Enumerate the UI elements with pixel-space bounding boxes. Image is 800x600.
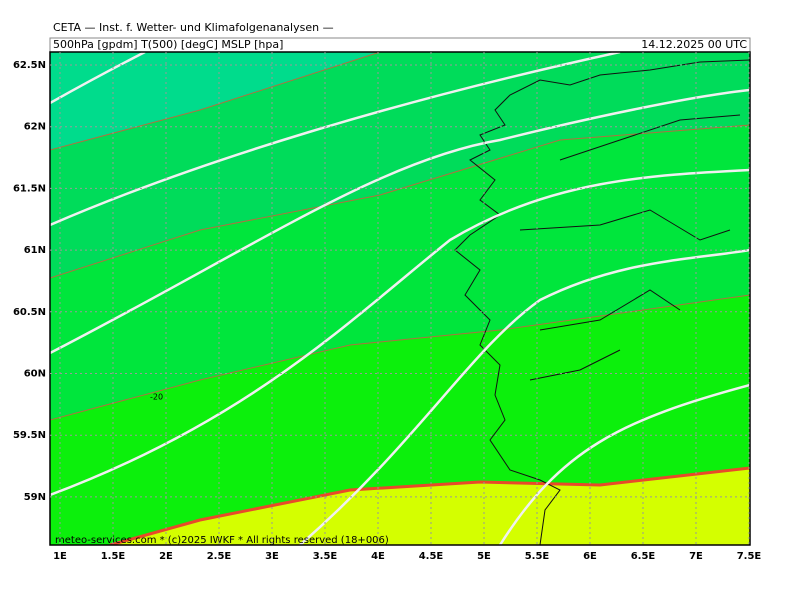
map-area: -20 meteo-services.com * (c)2025 IWKF * … [50, 52, 750, 546]
credit: meteo-services.com * (c)2025 IWKF * All … [55, 535, 389, 546]
contour-label: -20 [150, 393, 163, 402]
lon-tick-label: 6.5E [631, 551, 656, 562]
isotherm-red [109, 466, 750, 545]
lat-tick-label: 61N [24, 245, 46, 256]
lon-tick-label: 5.5E [525, 551, 550, 562]
lon-tick-label: 2.5E [207, 551, 232, 562]
lat-tick-label: 61.5N [13, 183, 46, 194]
lon-tick-label: 7.5E [737, 551, 762, 562]
lon-tick-label: 4E [371, 551, 385, 562]
lon-tick-label: 2E [159, 551, 173, 562]
lat-tick-label: 60N [24, 369, 46, 380]
geopotential-contours [50, 52, 750, 545]
lat-tick-label: 62.5N [13, 60, 46, 71]
lon-tick-label: 3.5E [313, 551, 338, 562]
lon-tick-label: 4.5E [419, 551, 444, 562]
isotherms [50, 52, 750, 421]
band [50, 52, 380, 150]
lon-tick-label: 1.5E [101, 551, 126, 562]
lat-tick-label: 60.5N [13, 307, 46, 318]
lon-tick-label: 1E [53, 551, 67, 562]
map-frame [49, 51, 751, 546]
band [50, 52, 750, 278]
lon-tick-label: 7E [689, 551, 703, 562]
coastline [454, 59, 750, 545]
datetime: 14.12.2025 00 UTC [641, 38, 747, 51]
lon-tick-label: 5E [477, 551, 491, 562]
subtitle: 500hPa [gpdm] T(500) [degC] MSLP [hpa] [53, 38, 283, 51]
lon-tick-label: 6E [583, 551, 597, 562]
title: CETA — Inst. f. Wetter- und Klimafolgena… [53, 21, 334, 34]
lat-tick-label: 59.5N [13, 430, 46, 441]
lat-tick-label: 59N [24, 492, 46, 503]
lat-tick-label: 62N [24, 122, 46, 133]
lon-tick-label: 3E [265, 551, 279, 562]
